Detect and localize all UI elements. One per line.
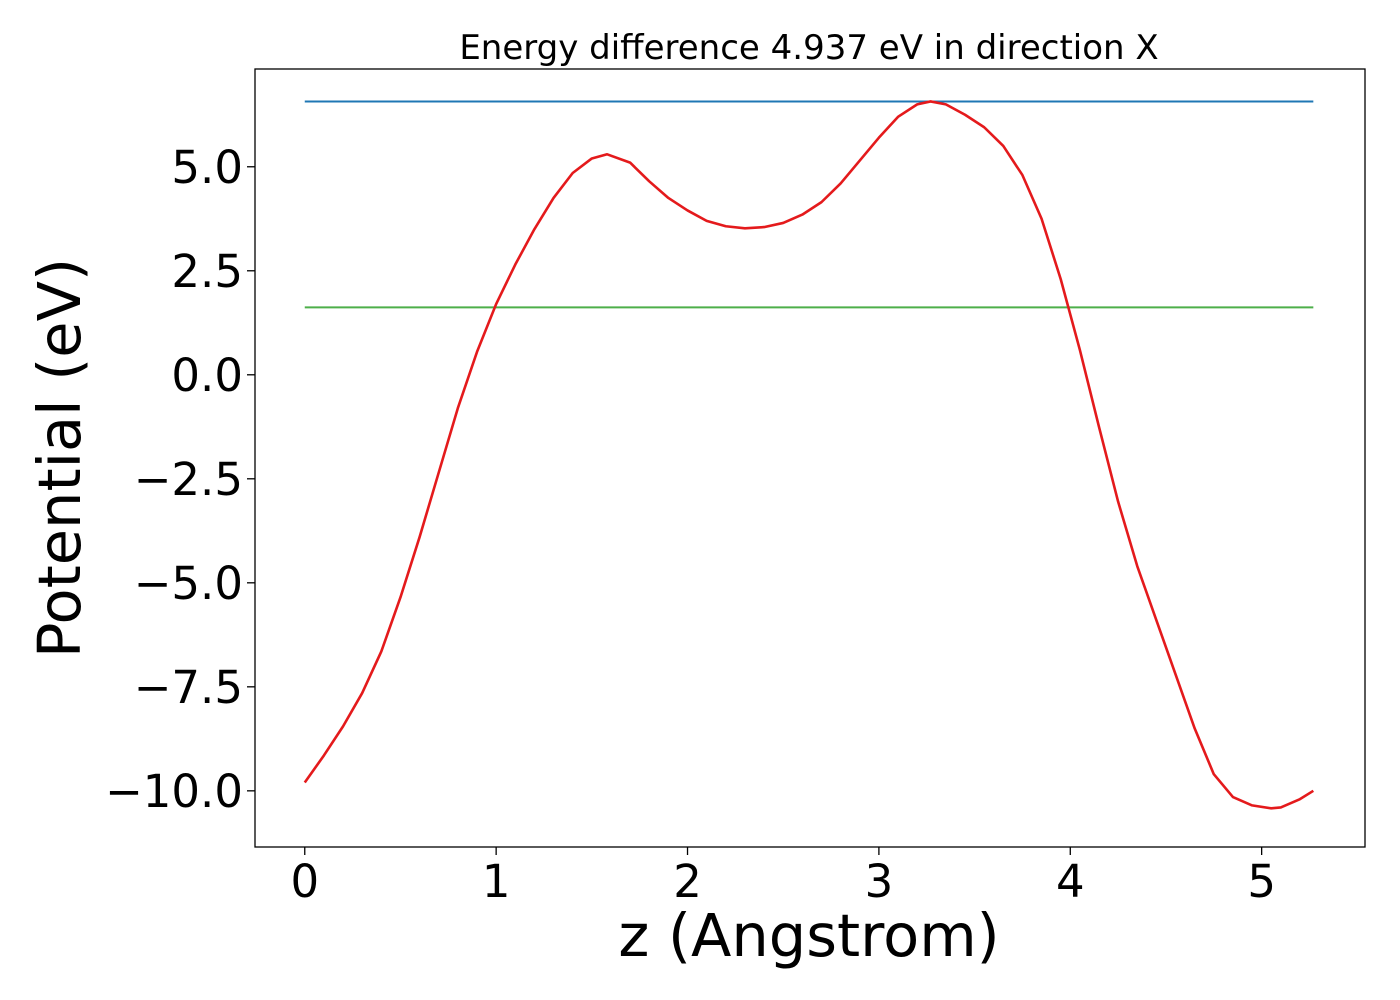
y-tick-label: −5.0 xyxy=(134,557,243,610)
y-tick-label: −7.5 xyxy=(134,661,243,714)
x-tick-label: 4 xyxy=(1056,855,1085,908)
series-layer xyxy=(303,100,1315,810)
x-axis-label: z (Angstrom) xyxy=(618,901,999,970)
y-tick-label: −2.5 xyxy=(134,453,243,506)
x-tick-label: 1 xyxy=(482,855,511,908)
x-axis: 0 1 2 3 4 5 xyxy=(290,847,1276,908)
x-tick-label: 5 xyxy=(1247,855,1276,908)
x-tick-label: 3 xyxy=(865,855,894,908)
y-tick-label: 5.0 xyxy=(171,141,243,194)
y-tick-label: −10.0 xyxy=(105,765,243,818)
plot-frame xyxy=(254,68,1366,848)
chart-title: Energy difference 4.937 eV in direction … xyxy=(459,28,1158,68)
y-axis-label: Potential (eV) xyxy=(25,258,94,658)
x-tick-label: 2 xyxy=(673,855,702,908)
x-tick-label: 0 xyxy=(290,855,319,908)
y-axis: 5.0 2.5 0.0 −2.5 −5.0 −7.5 −10.0 xyxy=(105,141,255,818)
y-tick-label: 0.0 xyxy=(171,349,243,402)
y-tick-label: 2.5 xyxy=(171,245,243,298)
potential-curve xyxy=(303,100,1315,810)
